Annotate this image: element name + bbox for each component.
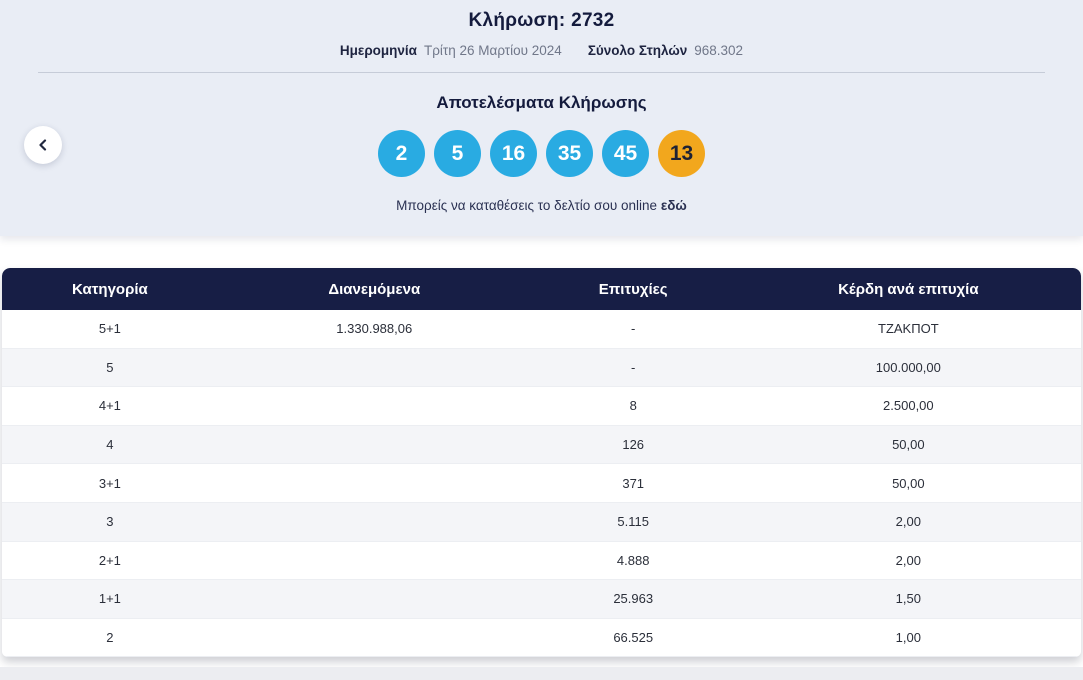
table-row: 5 - 100.000,00 bbox=[2, 348, 1081, 388]
date-label: Ημερομηνία bbox=[339, 43, 417, 58]
cell-prize: ΤΖΑΚΠΟΤ bbox=[878, 321, 939, 337]
joker-ball: 13 bbox=[658, 130, 705, 177]
cell-winners: 126 bbox=[622, 437, 645, 453]
cell-distributed: 1.330.988,06 bbox=[336, 321, 413, 337]
cell-category: 2+1 bbox=[98, 552, 121, 568]
cell-prize: 1,00 bbox=[895, 630, 921, 646]
column-header: Κατηγορία bbox=[72, 280, 148, 298]
cell-prize: 2,00 bbox=[895, 514, 921, 530]
number-ball: 45 bbox=[602, 130, 649, 177]
cell-prize: 50,00 bbox=[892, 475, 925, 491]
table-row: 3+1 371 50,00 bbox=[2, 464, 1081, 503]
results-table: Κατηγορία Διανεμόμενα Επιτυχίες Κέρδη ανά ε… bbox=[2, 268, 1081, 658]
chevron-left-icon bbox=[37, 139, 49, 151]
cell-category: 5 bbox=[106, 359, 114, 375]
cell-category: 2 bbox=[106, 630, 114, 646]
cell-prize: 100.000,00 bbox=[875, 359, 941, 375]
cell-winners: 5.115 bbox=[617, 514, 649, 530]
cell-winners: 371 bbox=[622, 475, 645, 491]
previous-draw-button[interactable] bbox=[24, 126, 62, 164]
banner-divider bbox=[37, 72, 1046, 73]
table-row: 3 5.115 2,00 bbox=[2, 502, 1081, 542]
number-ball: 5 bbox=[434, 130, 481, 177]
cell-winners: 8 bbox=[629, 398, 637, 414]
column-header: Κέρδη ανά επιτυχία bbox=[838, 280, 979, 298]
page-background-strip bbox=[0, 667, 1083, 680]
cell-prize: 50,00 bbox=[892, 437, 925, 453]
cell-winners: - bbox=[631, 321, 636, 337]
date-value: Τρίτη 26 Μαρτίου 2024 bbox=[423, 43, 562, 58]
table-row: 4 126 50,00 bbox=[2, 425, 1081, 465]
table-row: 4+1 8 2.500,00 bbox=[2, 387, 1081, 426]
cell-winners: 4.888 bbox=[616, 552, 650, 568]
column-header: Επιτυχίες bbox=[598, 280, 668, 298]
results-title: Αποτελέσματα Κλήρωσης bbox=[436, 93, 647, 112]
number-ball: 16 bbox=[490, 130, 537, 177]
winning-numbers: 2 5 16 35 45 13 bbox=[0, 130, 1083, 177]
online-link[interactable]: εδώ bbox=[660, 198, 687, 213]
cell-winners: 66.525 bbox=[613, 630, 654, 646]
table-row: 2+1 4.888 2,00 bbox=[2, 541, 1081, 581]
cell-prize: 2,00 bbox=[895, 552, 921, 568]
cell-category: 5+1 bbox=[98, 321, 121, 337]
number-ball: 2 bbox=[378, 130, 425, 177]
results-table-header: Κατηγορία Διανεμόμενα Επιτυχίες Κέρδη ανά ε… bbox=[2, 268, 1081, 310]
cell-category: 4 bbox=[106, 437, 114, 453]
cell-category: 4+1 bbox=[98, 398, 121, 414]
column-header: Διανεμόμενα bbox=[328, 280, 421, 298]
online-text: Μπορείς να καταθέσεις το δελτίο σου onli… bbox=[396, 198, 658, 213]
cell-category: 3+1 bbox=[98, 475, 121, 491]
draw-title: Κλήρωση: 2732 bbox=[0, 10, 1083, 32]
table-row: 5+1 1.330.988,06 - ΤΖΑΚΠΟΤ bbox=[2, 310, 1081, 349]
draw-label: Κλήρωση: bbox=[468, 10, 566, 31]
number-ball: 35 bbox=[546, 130, 593, 177]
cell-winners: - bbox=[631, 359, 636, 375]
cell-prize: 1,50 bbox=[895, 591, 921, 607]
cell-category: 3 bbox=[106, 514, 114, 530]
table-row: 2 66.525 1,00 bbox=[2, 618, 1081, 658]
online-submit-line: Μπορείς να καταθέσεις το δελτίο σου onli… bbox=[0, 198, 1083, 213]
draw-banner: Κλήρωση: 2732 Ημερομηνία Τρίτη 26 Μαρτίο… bbox=[0, 0, 1083, 236]
draw-meta: Ημερομηνία Τρίτη 26 Μαρτίου 2024 Σύνολο … bbox=[0, 43, 1083, 58]
table-row: 1+1 25.963 1,50 bbox=[2, 580, 1081, 619]
results-table-body: 5+1 1.330.988,06 - ΤΖΑΚΠΟΤ 5 - 100.000,00 4+1 8 2… bbox=[2, 310, 1081, 658]
cell-prize: 2.500,00 bbox=[883, 398, 934, 414]
columns-total-value: 968.302 bbox=[694, 43, 744, 58]
cell-category: 1+1 bbox=[98, 591, 121, 607]
draw-number: 2732 bbox=[571, 10, 615, 31]
columns-total-label: Σύνολο Στηλών bbox=[587, 43, 688, 58]
cell-winners: 25.963 bbox=[613, 591, 654, 607]
